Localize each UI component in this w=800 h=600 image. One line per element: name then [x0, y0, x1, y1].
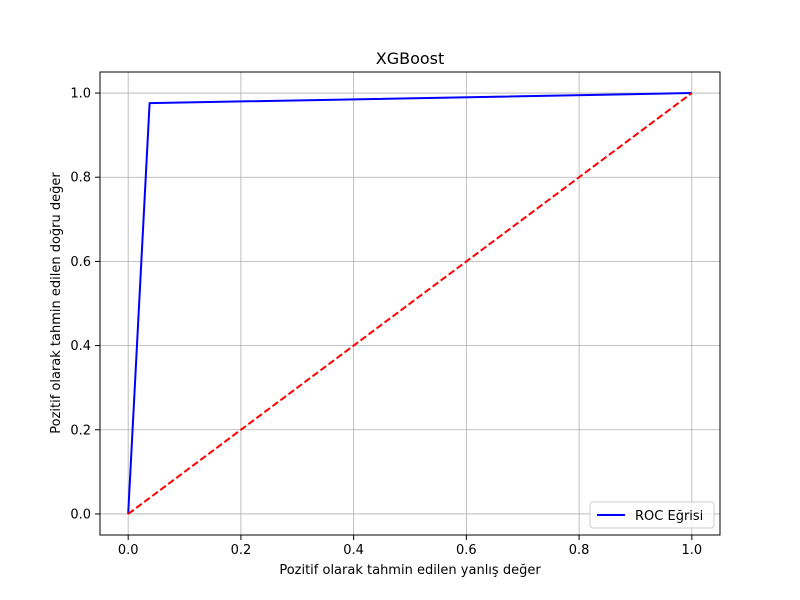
- x-tick-label: 1.0: [681, 543, 702, 558]
- series-layer: [127, 92, 693, 515]
- plot-frame: [99, 71, 721, 536]
- y-tick-label: 1.0: [70, 87, 91, 102]
- x-tick-label: 0.8: [569, 543, 590, 558]
- x-tick-label: 0.2: [231, 543, 252, 558]
- x-tick-label: 0.4: [343, 543, 364, 558]
- diagonal-reference-line: [127, 92, 693, 515]
- y-axis-label: Pozitif olarak tahmin edilen doğru değer: [49, 172, 64, 434]
- x-axis-label: Pozitif olarak tahmin edilen yanlış değe…: [279, 563, 541, 578]
- y-axis-ticks: 0.0 0.2 0.4 0.6 0.8 1.0: [70, 87, 100, 522]
- y-tick-label: 0.4: [70, 339, 91, 354]
- x-tick-label: 0.0: [118, 543, 139, 558]
- chart-title: XGBoost: [376, 49, 445, 68]
- x-axis-ticks: 0.0 0.2 0.4 0.6 0.8 1.0: [118, 535, 702, 558]
- grid: [100, 72, 720, 535]
- y-tick-label: 0.6: [70, 255, 91, 270]
- legend-label-roc: ROC Eğrisi: [635, 509, 703, 524]
- x-tick-label: 0.6: [456, 543, 477, 558]
- legend-box: [589, 501, 715, 529]
- y-tick-label: 0.0: [70, 507, 91, 522]
- roc-curve-line: [127, 92, 692, 515]
- y-tick-label: 0.8: [70, 171, 91, 186]
- legend: ROC Eğrisi: [589, 501, 715, 529]
- y-tick-label: 0.2: [70, 423, 91, 438]
